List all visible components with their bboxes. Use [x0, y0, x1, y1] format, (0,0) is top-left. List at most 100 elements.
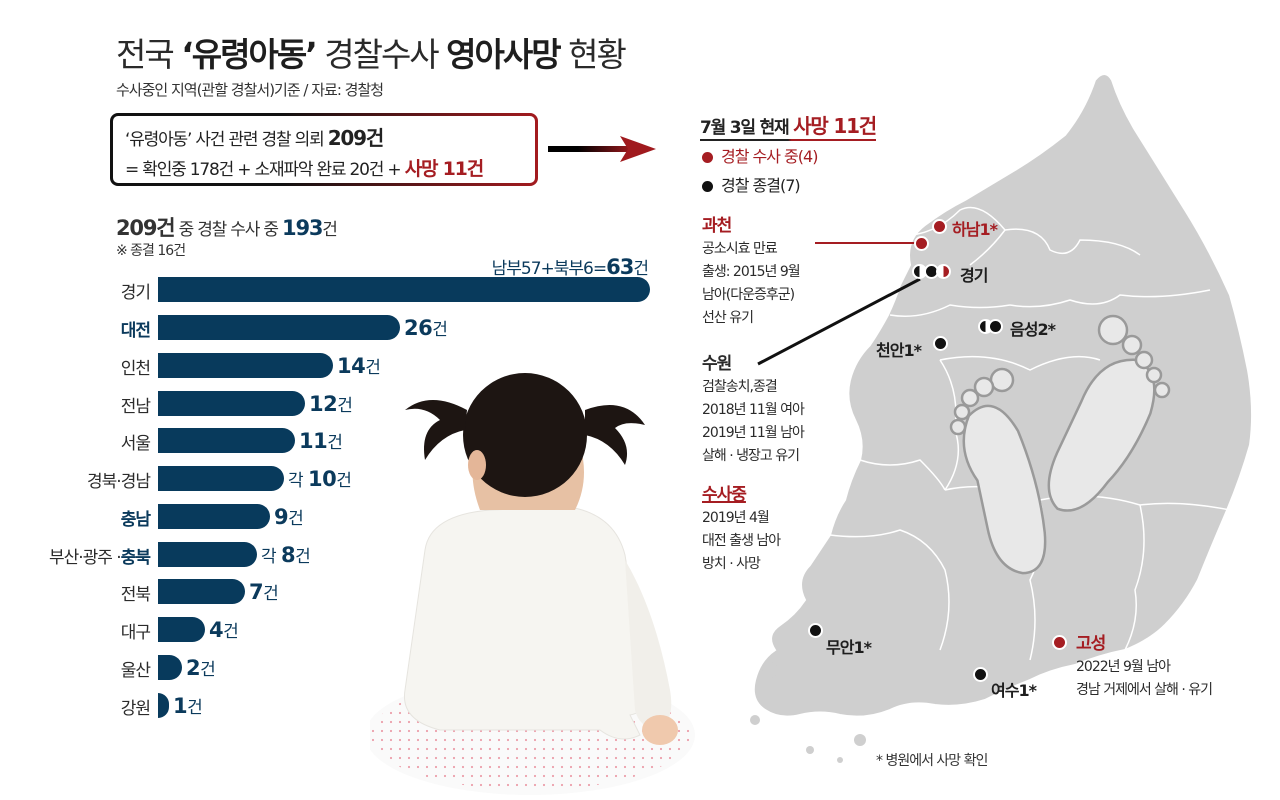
bar-row: 대전 26건	[0, 315, 700, 341]
bar-category-label: 전남	[120, 392, 151, 417]
page-title: 전국 ‘유령아동’ 경찰수사 영아사망 현황	[116, 28, 627, 76]
bar	[158, 315, 400, 340]
category-text: 경북·경남	[87, 472, 151, 492]
value-unit: 건	[263, 584, 279, 604]
callout-head: 고성	[1076, 634, 1106, 654]
chart-investigating: 193	[282, 216, 323, 240]
bar-category-label: 서울	[120, 429, 151, 454]
value-number: 7	[249, 580, 264, 604]
map-label-yeosu: 여수1*	[991, 681, 1037, 700]
bar-value-label: 각 8건	[261, 542, 311, 567]
map-legend-title: 7월 3일 현재 사망 11건	[700, 110, 877, 143]
bar-row: 인천 14건	[0, 353, 700, 379]
bar-row: 충남 9건	[0, 504, 700, 530]
pin-hanam	[932, 219, 947, 234]
bar	[158, 428, 295, 453]
korea-map	[750, 73, 1254, 763]
gyeonggi-value-label: 남부57+북부6=63건	[491, 254, 649, 279]
map-label-gyeonggi: 경기	[960, 266, 988, 285]
value-number: 2	[186, 656, 201, 680]
bar-value-label: 14건	[337, 353, 381, 378]
black-dot-icon	[702, 181, 713, 192]
bar	[158, 277, 650, 302]
callout-line: 2019년 11월 남아	[702, 425, 805, 441]
bar-row: 서울 11건	[0, 428, 700, 454]
title-part: 현황	[559, 35, 627, 74]
legend-item-closed: 경찰 종결(7)	[702, 172, 801, 196]
callout-line: 검찰송치,종결	[702, 379, 778, 395]
callout-line: 대전 출생 남아	[702, 533, 781, 549]
pin-gyeonggi-half-red	[936, 264, 951, 279]
value-unit: 건	[337, 396, 353, 416]
chart-unit: 건	[322, 220, 338, 240]
title-part-bold: 영아사망	[446, 35, 561, 74]
category-text: 강원	[120, 699, 151, 719]
arrow-right-icon	[548, 136, 656, 162]
bar-row: 대구 4건	[0, 617, 700, 643]
bar-value-label: 7건	[249, 579, 279, 604]
callout-gwacheon: 과천 공소시효 만료 출생: 2015년 9월 남아(다운증후군) 선산 유기	[702, 214, 801, 330]
category-text: 인천	[120, 359, 151, 379]
chart-title-text: 중 경찰 수사 중	[174, 220, 283, 240]
value-unit: 건	[288, 509, 304, 529]
bar-category-label: 충남	[121, 505, 151, 530]
pin-yeosu	[973, 667, 988, 682]
red-dot-icon	[702, 152, 713, 163]
callout-line: 살해 · 냉장고 유기	[702, 448, 800, 464]
bar-category-label: 부산·광주 ·충북	[49, 543, 151, 568]
bar-value-label: 12건	[309, 391, 353, 416]
category-text: 전북	[120, 585, 151, 605]
summary-text: ‘유령아동’ 사건 관련 경찰 의뢰	[125, 130, 328, 150]
legend-deaths: 사망 11건	[793, 114, 877, 138]
summary-deaths: 사망 11건	[404, 158, 485, 180]
chart-note: ※ 종결 16건	[116, 243, 186, 259]
bar-row: 울산 2건	[0, 655, 700, 681]
bar-category-label: 대구	[120, 618, 151, 643]
value-unit: 건	[327, 433, 343, 453]
gyeonggi-breakdown: 남부57+북부6=	[491, 259, 607, 279]
title-part: 전국	[116, 35, 182, 74]
callout-line: 방치 · 사망	[702, 556, 761, 572]
gyeonggi-total: 63	[606, 255, 634, 279]
bar-value-label: 9건	[274, 504, 304, 529]
value-number: 1	[173, 694, 188, 718]
bar-row: 강원 1건	[0, 693, 700, 719]
bar	[158, 693, 169, 718]
bar-category-label: 강원	[120, 694, 151, 719]
callout-line: 공소시효 만료	[702, 241, 778, 257]
pin-gwacheon	[914, 236, 929, 251]
callout-line: 2018년 11월 여아	[702, 402, 805, 418]
bar-row: 경북·경남 각 10건	[0, 466, 700, 492]
callout-line: 선산 유기	[702, 310, 754, 326]
value-unit: 건	[187, 698, 203, 718]
value-number: 26	[404, 316, 433, 340]
category-highlight: 충북	[120, 548, 151, 568]
bar-row: 부산·광주 ·충북 각 8건	[0, 542, 700, 568]
value-prefix: 각	[261, 547, 282, 567]
page-subtitle: 수사중인 지역(관할 경찰서)기준 / 자료: 경찰청	[116, 81, 384, 99]
bar-value-label: 4건	[209, 617, 239, 642]
chart-title: 209건 중 경찰 수사 중 193건	[116, 212, 338, 242]
category-text: 대구	[120, 623, 151, 643]
bar	[158, 542, 257, 567]
bar-value-label: 각 10건	[288, 466, 352, 491]
bar-category-label: 경기	[121, 278, 151, 303]
bar	[158, 504, 270, 529]
callout-head: 과천	[702, 216, 732, 236]
map-label-muan: 무안1*	[826, 638, 872, 657]
bar-category-label: 경북·경남	[87, 467, 151, 492]
category-text: 울산	[120, 661, 151, 681]
value-number: 10	[308, 467, 337, 491]
bar-value-label: 11건	[299, 428, 343, 453]
callout-suwon: 수원 검찰송치,종결 2018년 11월 여아 2019년 11월 남아 살해 …	[702, 352, 805, 468]
value-unit: 건	[223, 622, 239, 642]
value-number: 4	[209, 618, 224, 642]
callout-goseong: 고성 2022년 9월 남아 경남 거제에서 살해 · 유기	[1076, 632, 1213, 702]
category-text: 서울	[120, 434, 151, 454]
bar-value-label: 26건	[404, 315, 448, 340]
map-label-hanam: 하남1*	[952, 220, 998, 239]
value-number: 9	[274, 505, 289, 529]
category-text: 전남	[120, 397, 151, 417]
pin-muan	[808, 623, 823, 638]
